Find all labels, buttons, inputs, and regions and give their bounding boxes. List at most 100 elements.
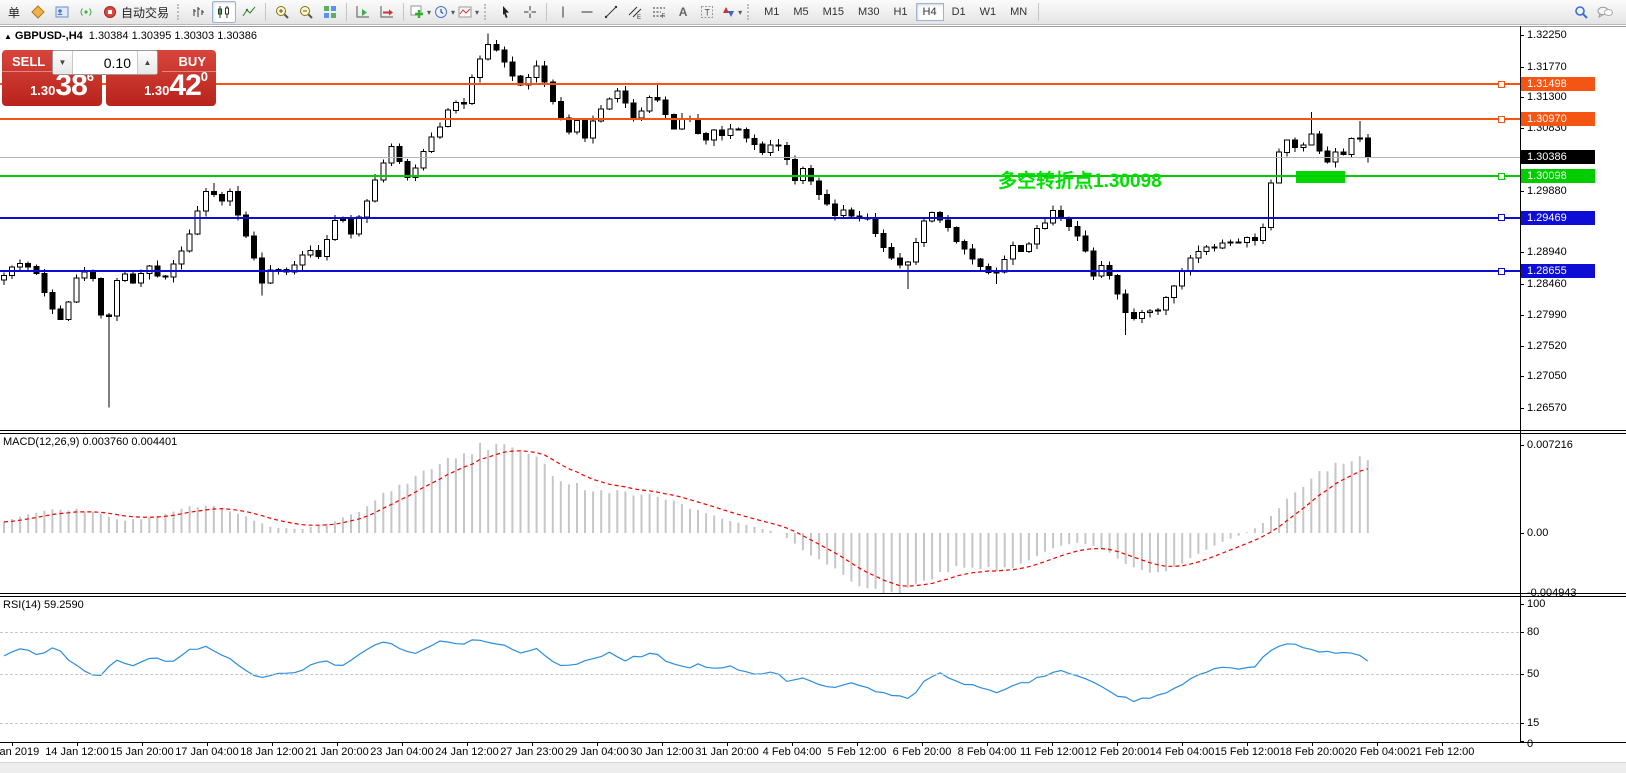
macd-separator2[interactable] xyxy=(0,433,1626,434)
crosshair-tool-button[interactable] xyxy=(519,2,541,22)
search-icon[interactable] xyxy=(1570,2,1592,22)
dropdown-arrow-icon[interactable]: ▾ xyxy=(427,7,432,17)
volume-spinner[interactable]: ▼ 0.10 ▲ xyxy=(52,50,158,75)
rsi-label: RSI(14) 59.2590 xyxy=(3,599,84,611)
chat-icon[interactable] xyxy=(1594,2,1616,22)
collapse-triangle-icon[interactable]: ▲ xyxy=(4,32,12,41)
price-level-label: 1.28655 xyxy=(1521,264,1595,278)
line-handle[interactable] xyxy=(1498,214,1505,221)
timeframe-h1[interactable]: H1 xyxy=(893,6,908,18)
toolbar-grip[interactable] xyxy=(177,4,183,20)
candlestick-chart-button[interactable] xyxy=(212,1,237,23)
zoom-in-button[interactable] xyxy=(271,2,293,22)
time-tick-mark xyxy=(12,742,13,746)
time-tick-mark xyxy=(467,742,468,746)
rsi-separator2[interactable] xyxy=(0,596,1626,597)
vertical-line-tool-button[interactable] xyxy=(552,2,574,22)
macd-label: MACD(12,26,9) 0.003760 0.004401 xyxy=(3,436,178,448)
price-tick-label: 1.27990 xyxy=(1527,309,1567,321)
price-tick-label: 1.26570 xyxy=(1527,402,1567,414)
rsi-level-line xyxy=(0,674,1519,675)
autotrading-button[interactable]: 自动交易 xyxy=(99,2,172,22)
rsi-tick-label: 80 xyxy=(1527,626,1540,638)
price-level-line[interactable] xyxy=(0,118,1520,121)
time-label: 4 Feb 04:00 xyxy=(762,746,822,758)
new-order-button[interactable]: 单 xyxy=(7,5,20,20)
trendline-tool-button[interactable] xyxy=(600,2,622,22)
price-level-line[interactable] xyxy=(0,270,1520,273)
fibonacci-tool-button[interactable]: F xyxy=(648,2,670,22)
time-label: 30 Jan 12:00 xyxy=(630,746,694,758)
zoom-out-button[interactable] xyxy=(295,2,317,22)
svg-text:F: F xyxy=(662,14,666,20)
profile-icon[interactable] xyxy=(51,2,73,22)
templates-button[interactable]: ▾ xyxy=(457,2,479,22)
time-label: 6 Feb 20:00 xyxy=(892,746,952,758)
time-label: 27 Jan 23:00 xyxy=(500,746,564,758)
horizontal-line-tool-button[interactable] xyxy=(576,2,598,22)
diamond-icon[interactable] xyxy=(27,2,49,22)
rsi-panel[interactable] xyxy=(0,597,1520,742)
time-label: 20 Feb 04:00 xyxy=(1344,746,1410,758)
symbol-info: ▲ GBPUSD-,H4 1.30384 1.30395 1.30303 1.303… xyxy=(4,30,257,42)
line-handle[interactable] xyxy=(1498,268,1505,275)
price-level-line[interactable] xyxy=(0,83,1520,86)
auto-scroll-button[interactable] xyxy=(376,2,398,22)
timeframe-m1[interactable]: M1 xyxy=(764,6,780,18)
line-handle[interactable] xyxy=(1498,81,1505,88)
periods-button[interactable]: ▾ xyxy=(433,2,455,22)
time-tick-mark xyxy=(532,742,533,746)
time-tick-mark xyxy=(597,742,598,746)
chart-canvas[interactable] xyxy=(0,26,1520,430)
price-level-label: 1.29469 xyxy=(1521,211,1595,225)
equidistant-channel-tool-button[interactable]: E xyxy=(624,2,646,22)
chart-annotation-text[interactable]: 多空转折点1.30098 xyxy=(998,171,1162,192)
dropdown-arrow-icon[interactable]: ▾ xyxy=(451,7,456,17)
time-tick-mark xyxy=(662,742,663,746)
toolbar-grip[interactable] xyxy=(484,4,490,20)
arrows-tool-button[interactable]: ▾ xyxy=(720,2,742,22)
volume-up-icon[interactable]: ▲ xyxy=(137,51,157,74)
price-level-line[interactable] xyxy=(0,175,1520,178)
tile-windows-button[interactable] xyxy=(319,2,341,22)
price-axis[interactable] xyxy=(1520,26,1626,742)
price-tick-mark xyxy=(1520,67,1524,68)
timeframe-mn[interactable]: MN xyxy=(1010,6,1028,18)
chart-shift-button[interactable] xyxy=(352,2,374,22)
timeframe-m15[interactable]: M15 xyxy=(822,6,845,18)
text-label-tool-button[interactable]: T xyxy=(696,2,718,22)
line-handle[interactable] xyxy=(1498,173,1505,180)
timeframe-m5[interactable]: M5 xyxy=(793,6,809,18)
price-level-label: 1.30098 xyxy=(1521,169,1595,183)
line-handle[interactable] xyxy=(1498,116,1505,123)
time-tick-mark xyxy=(1182,742,1183,746)
text-tool-button[interactable]: A xyxy=(678,5,688,19)
price-axis-line xyxy=(1520,26,1521,742)
macd-separator[interactable] xyxy=(0,430,1626,431)
volume-input[interactable]: 0.10 xyxy=(103,54,131,71)
line-chart-button[interactable] xyxy=(238,2,260,22)
symbol-name: GBPUSD-,H4 xyxy=(14,30,83,42)
macd-panel[interactable] xyxy=(0,434,1520,593)
signal-icon[interactable] xyxy=(75,2,97,22)
time-label: 31 Jan 20:00 xyxy=(695,746,759,758)
main-toolbar: 单 自动交易 ▾ ▾ ▾ E F A T ▾ M1 M xyxy=(0,0,1626,25)
timeframe-h4[interactable]: H4 xyxy=(915,3,944,21)
toolbar-grip[interactable] xyxy=(747,4,753,20)
timeframe-d1[interactable]: D1 xyxy=(951,6,966,18)
price-level-line[interactable] xyxy=(0,216,1520,219)
time-axis[interactable] xyxy=(0,742,1626,762)
cursor-tool-button[interactable] xyxy=(495,2,517,22)
time-label: 24 Jan 12:00 xyxy=(435,746,499,758)
timeframe-m30[interactable]: M30 xyxy=(858,6,880,18)
rsi-separator[interactable] xyxy=(0,593,1626,594)
price-tick-mark xyxy=(1520,408,1524,409)
dropdown-arrow-icon[interactable]: ▾ xyxy=(475,7,480,17)
dropdown-arrow-icon[interactable]: ▾ xyxy=(738,7,743,17)
timeframe-w1[interactable]: W1 xyxy=(979,6,997,18)
svg-text:E: E xyxy=(637,15,641,20)
volume-down-icon[interactable]: ▼ xyxy=(53,51,73,74)
bar-chart-button[interactable] xyxy=(188,2,210,22)
add-indicator-button[interactable]: ▾ xyxy=(409,2,431,22)
time-tick-mark xyxy=(337,742,338,746)
